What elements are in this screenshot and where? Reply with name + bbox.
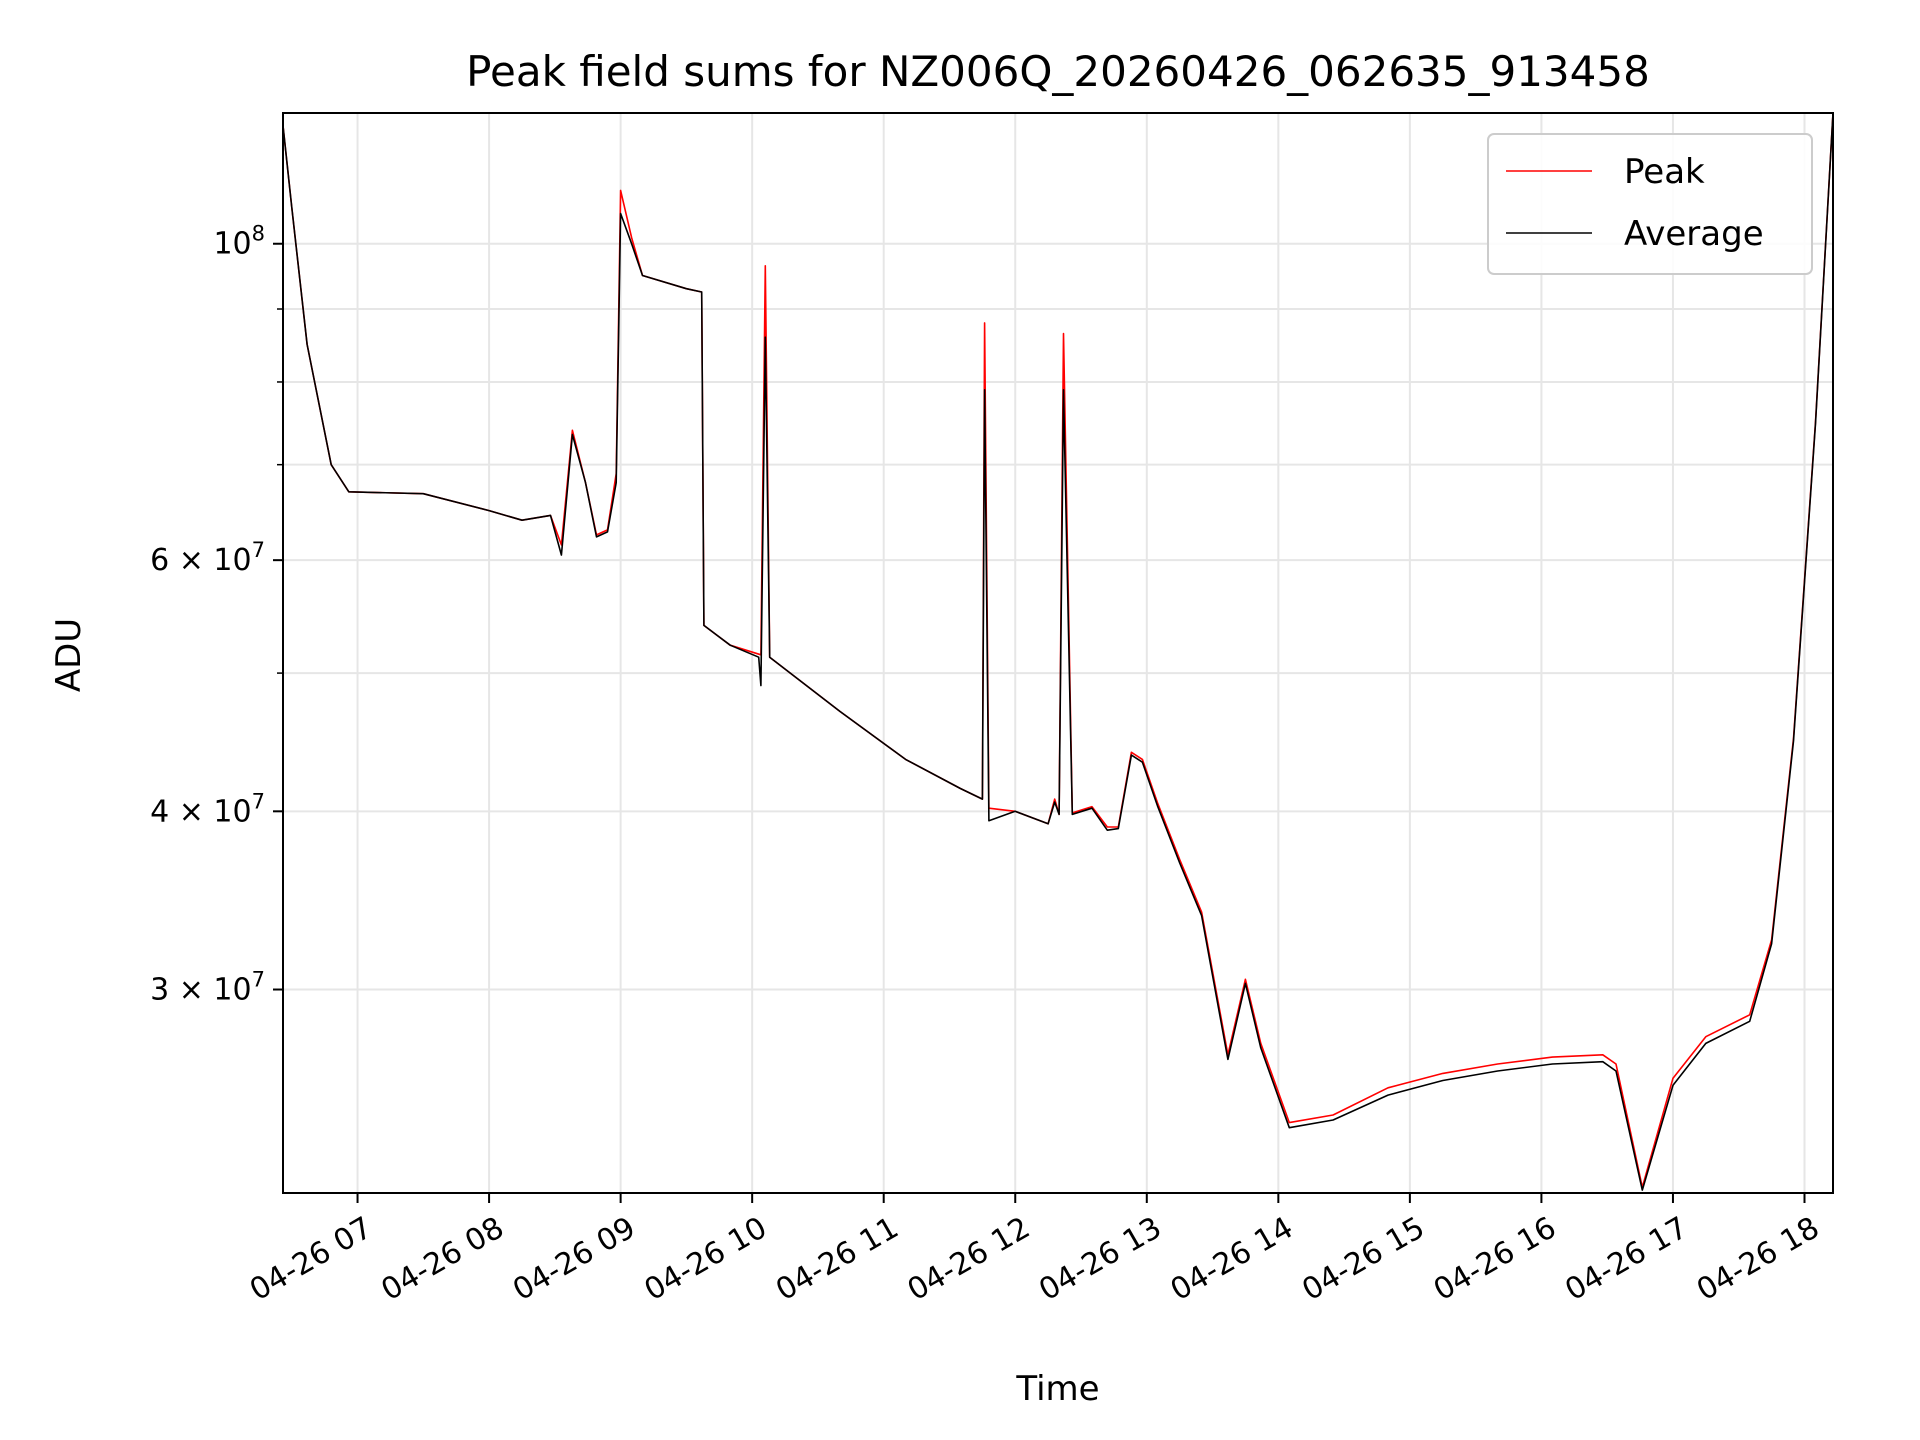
- x-axis-label: Time: [1015, 1369, 1099, 1409]
- y-tick-label: 3 × 107: [150, 968, 265, 1008]
- legend-label-average: Average: [1624, 214, 1764, 254]
- y-axis-label: ADU: [49, 618, 89, 692]
- legend: Peak Average: [1487, 133, 1813, 275]
- y-tick-label: 6 × 107: [150, 538, 265, 578]
- plot-area-frame: [282, 112, 1834, 1194]
- legend-box: [1487, 133, 1813, 275]
- y-tick-label: 108: [213, 222, 265, 262]
- chart-title: Peak field sums for NZ006Q_20260426_0626…: [466, 47, 1650, 96]
- y-tick-label: 4 × 107: [150, 789, 265, 829]
- series-line-average: [283, 113, 1833, 1191]
- series-layer: [283, 113, 1833, 1191]
- y-axis: 3 × 107 4 × 107 6 × 107 108: [150, 222, 283, 1008]
- grid-lines: [283, 113, 1833, 1193]
- legend-label-peak: Peak: [1624, 152, 1705, 192]
